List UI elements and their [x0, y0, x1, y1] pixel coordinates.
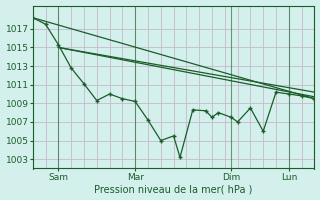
X-axis label: Pression niveau de la mer( hPa ): Pression niveau de la mer( hPa ) — [94, 184, 253, 194]
